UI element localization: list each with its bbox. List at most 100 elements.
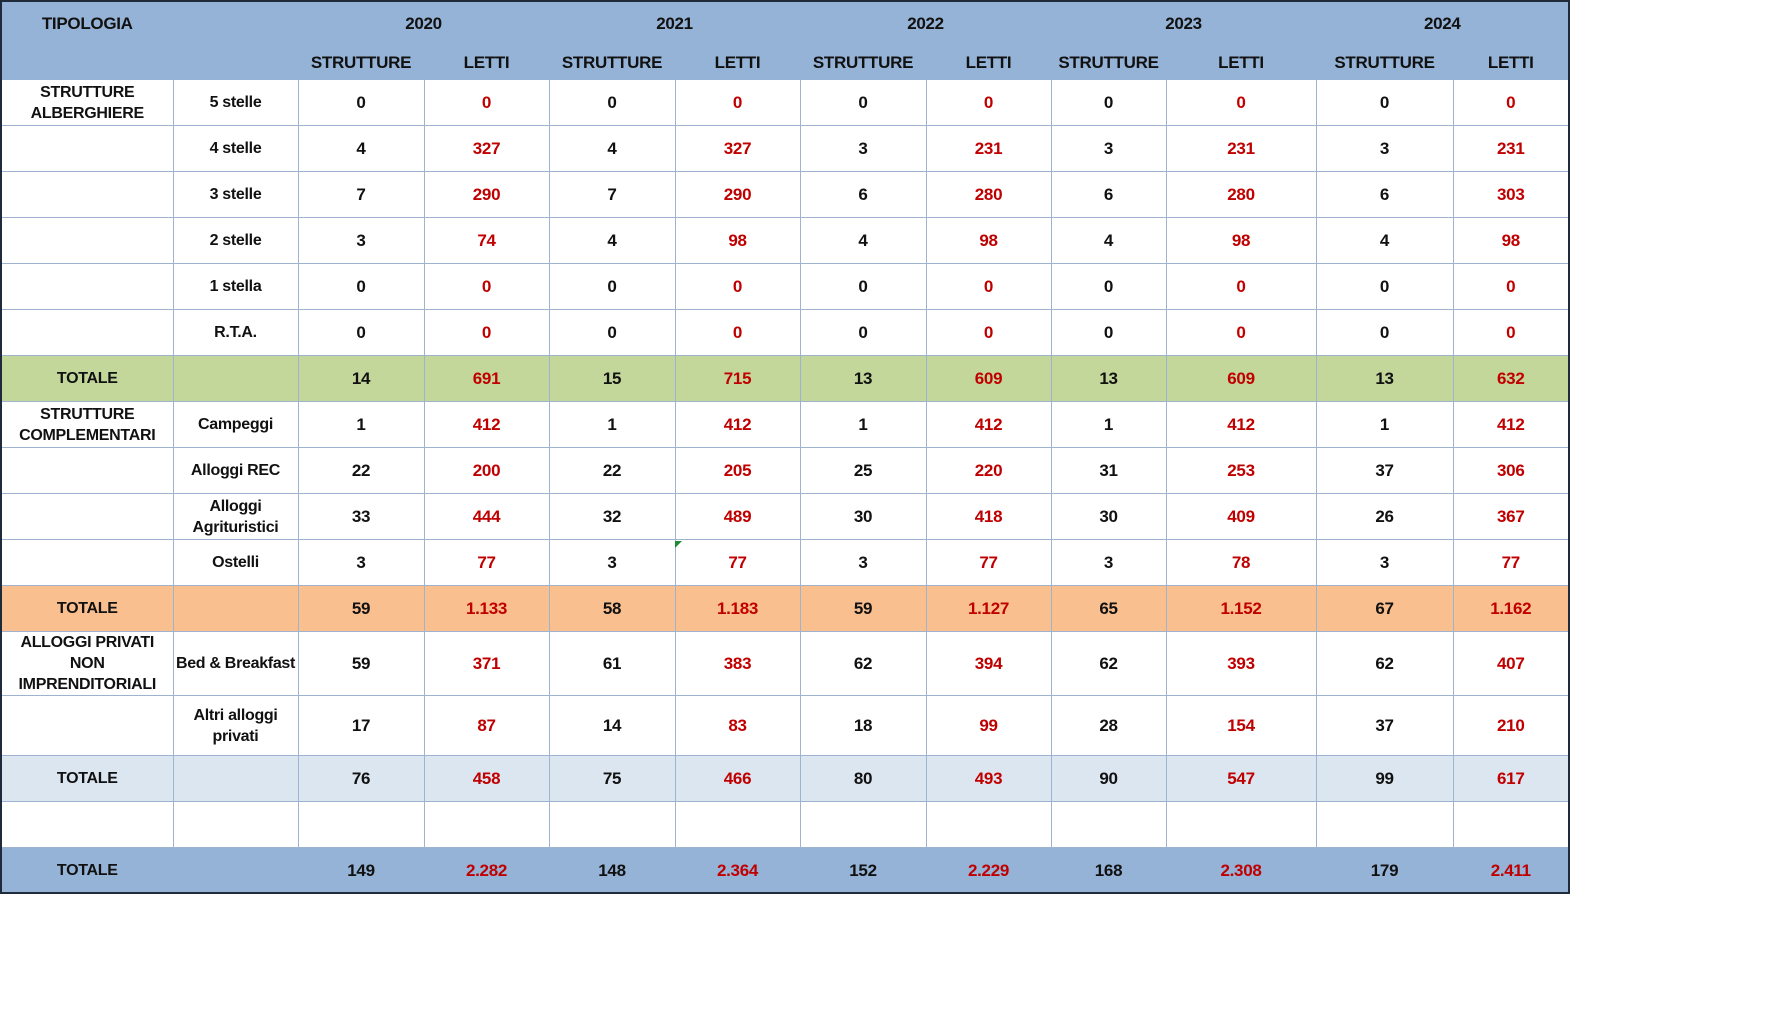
strutture-value-cell: 0 xyxy=(799,309,927,356)
letti-value-cell: 231 xyxy=(925,125,1052,172)
letti-value-cell: 691 xyxy=(423,355,550,402)
strutture-value-cell: 65 xyxy=(1050,585,1167,632)
letti-value-cell: 0 xyxy=(1452,79,1570,126)
strutture-value-cell: 0 xyxy=(1050,263,1167,310)
strutture-value-cell: 4 xyxy=(799,217,927,264)
letti-value-cell: 87 xyxy=(423,695,550,756)
blank-header-cell xyxy=(172,0,299,45)
subcategory-cell: Campeggi xyxy=(172,401,299,448)
letti-value-cell xyxy=(1452,801,1570,848)
strutture-value-cell: 59 xyxy=(297,631,425,696)
header-row-years: TIPOLOGIA 2020 2021 2022 2023 2024 xyxy=(0,0,1570,45)
strutture-value-cell: 14 xyxy=(548,695,676,756)
strutture-value-cell: 179 xyxy=(1315,847,1454,894)
subcategory-cell xyxy=(172,585,299,632)
strutture-value-cell: 0 xyxy=(548,263,676,310)
letti-value-cell: 617 xyxy=(1452,755,1570,802)
subcategory-cell: Altri alloggi privati xyxy=(172,695,299,756)
subcategory-cell xyxy=(172,801,299,848)
letti-header: LETTI xyxy=(423,44,550,80)
letti-header: LETTI xyxy=(1452,44,1570,80)
strutture-value-cell: 90 xyxy=(1050,755,1167,802)
strutture-value-cell: 3 xyxy=(548,539,676,586)
letti-value-cell: 489 xyxy=(674,493,801,540)
category-cell: TOTALE xyxy=(0,355,174,402)
letti-value-cell: 393 xyxy=(1165,631,1317,696)
subcategory-cell: 5 stelle xyxy=(172,79,299,126)
letti-value-cell: 609 xyxy=(1165,355,1317,402)
strutture-value-cell: 25 xyxy=(799,447,927,494)
strutture-value-cell: 0 xyxy=(799,79,927,126)
category-cell xyxy=(0,801,174,848)
strutture-value-cell: 99 xyxy=(1315,755,1454,802)
letti-value-cell: 231 xyxy=(1452,125,1570,172)
letti-header: LETTI xyxy=(925,44,1052,80)
strutture-value-cell xyxy=(1050,801,1167,848)
strutture-value-cell: 0 xyxy=(1315,309,1454,356)
subcategory-cell xyxy=(172,355,299,402)
subcategory-cell xyxy=(172,847,299,894)
strutture-value-cell: 4 xyxy=(1315,217,1454,264)
letti-value-cell: 0 xyxy=(1165,263,1317,310)
letti-value-cell: 74 xyxy=(423,217,550,264)
letti-value-cell: 1.152 xyxy=(1165,585,1317,632)
row-empty xyxy=(0,801,1570,848)
strutture-header: STRUTTURE xyxy=(297,44,425,80)
strutture-value-cell: 30 xyxy=(799,493,927,540)
strutture-value-cell: 22 xyxy=(548,447,676,494)
letti-value-cell: 466 xyxy=(674,755,801,802)
tourism-accommodation-table: TIPOLOGIA 2020 2021 2022 2023 2024 STRUT… xyxy=(0,0,1570,894)
letti-value-cell: 2.411 xyxy=(1452,847,1570,894)
row-totale-privati: TOTALE 76 458 75 466 80 493 90 547 99 617 xyxy=(0,755,1570,802)
row-totale-generale: TOTALE 149 2.282 148 2.364 152 2.229 168 2.308 17… xyxy=(0,847,1570,894)
strutture-value-cell: 6 xyxy=(1315,171,1454,218)
strutture-value-cell: 0 xyxy=(548,309,676,356)
row-3-stelle: 3 stelle 7 290 7 290 6 280 6 280 6 303 xyxy=(0,171,1570,218)
letti-value-cell: 200 xyxy=(423,447,550,494)
strutture-value-cell: 30 xyxy=(1050,493,1167,540)
strutture-header: STRUTTURE xyxy=(548,44,676,80)
strutture-value-cell: 0 xyxy=(1050,309,1167,356)
letti-value-cell: 493 xyxy=(925,755,1052,802)
strutture-value-cell: 37 xyxy=(1315,447,1454,494)
strutture-value-cell: 14 xyxy=(297,355,425,402)
strutture-value-cell: 0 xyxy=(548,79,676,126)
subcategory-cell xyxy=(172,755,299,802)
letti-value-cell: 412 xyxy=(423,401,550,448)
category-cell xyxy=(0,695,174,756)
strutture-value-cell: 4 xyxy=(548,217,676,264)
strutture-value-cell: 59 xyxy=(799,585,927,632)
row-1-stella: 1 stella 0 0 0 0 0 0 0 0 0 0 xyxy=(0,263,1570,310)
strutture-value-cell: 4 xyxy=(548,125,676,172)
letti-value-cell: 280 xyxy=(925,171,1052,218)
letti-value-cell: 418 xyxy=(925,493,1052,540)
letti-value-cell: 280 xyxy=(1165,171,1317,218)
subcategory-cell: 1 stella xyxy=(172,263,299,310)
letti-value-cell: 412 xyxy=(1452,401,1570,448)
letti-value-cell: 327 xyxy=(674,125,801,172)
strutture-value-cell: 0 xyxy=(1050,79,1167,126)
letti-value-cell: 0 xyxy=(674,309,801,356)
strutture-value-cell: 22 xyxy=(297,447,425,494)
letti-value-cell: 154 xyxy=(1165,695,1317,756)
letti-value-cell: 0 xyxy=(1165,79,1317,126)
letti-value-cell: 98 xyxy=(1452,217,1570,264)
letti-value-cell: 609 xyxy=(925,355,1052,402)
year-header-2020: 2020 xyxy=(297,0,550,45)
row-campeggi: STRUTTURE COMPLEMENTARI Campeggi 1 412 1 412 1… xyxy=(0,401,1570,448)
strutture-value-cell: 15 xyxy=(548,355,676,402)
row-totale-alberghiere: TOTALE 14 691 15 715 13 609 13 609 13 632 xyxy=(0,355,1570,402)
strutture-value-cell: 17 xyxy=(297,695,425,756)
category-cell xyxy=(0,125,174,172)
strutture-value-cell: 149 xyxy=(297,847,425,894)
strutture-value-cell: 3 xyxy=(799,125,927,172)
row-5-stelle: STRUTTURE ALBERGHIERE 5 stelle 0 0 0 0 0 0 0 0 0 0 xyxy=(0,79,1570,126)
letti-value-cell xyxy=(925,801,1052,848)
strutture-value-cell: 0 xyxy=(1315,263,1454,310)
strutture-value-cell: 6 xyxy=(1050,171,1167,218)
letti-value-cell: 290 xyxy=(423,171,550,218)
strutture-value-cell: 76 xyxy=(297,755,425,802)
letti-value-cell: 444 xyxy=(423,493,550,540)
strutture-value-cell: 3 xyxy=(1050,539,1167,586)
strutture-value-cell: 37 xyxy=(1315,695,1454,756)
